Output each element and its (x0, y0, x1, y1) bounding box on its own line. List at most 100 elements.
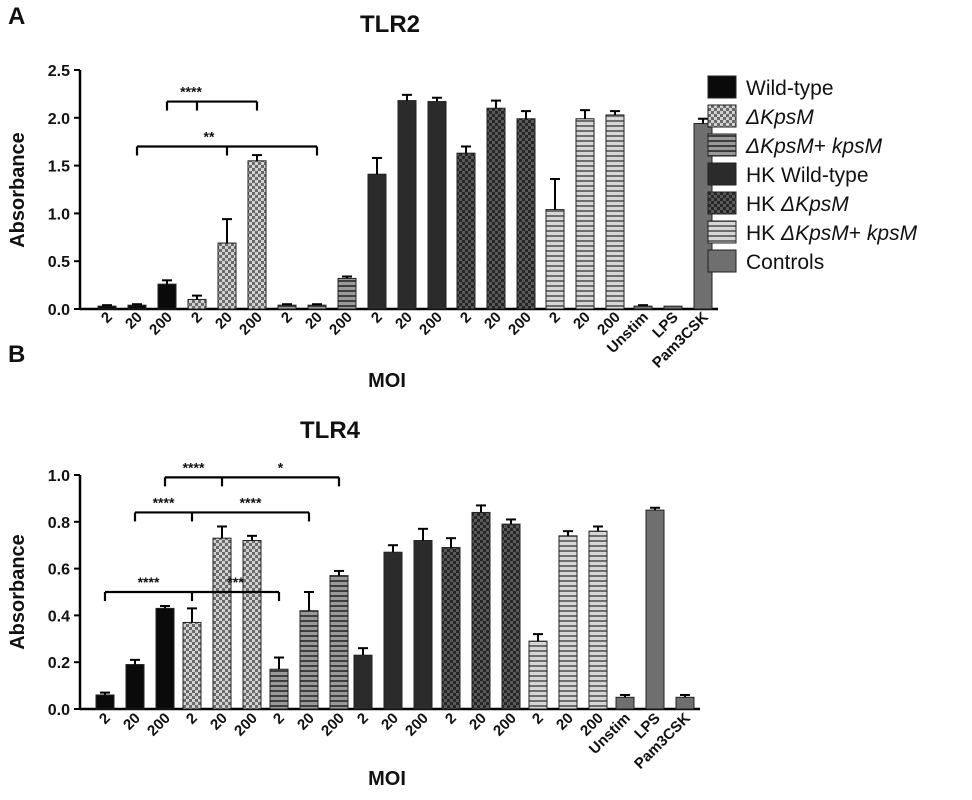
legend-label: ΔKpsM (745, 106, 814, 129)
bar (97, 305, 117, 310)
legend-swatch (707, 191, 737, 215)
bar (299, 610, 319, 710)
significance-label: * (278, 459, 284, 475)
bar (471, 511, 491, 710)
y-tick-label: 1.0 (48, 206, 70, 223)
x-tick-label: 2 (188, 309, 206, 327)
bar (242, 540, 262, 710)
x-tick-label: 2 (270, 710, 288, 728)
bar (545, 209, 565, 310)
bar (329, 575, 349, 710)
y-tick-label: 1.5 (48, 159, 70, 176)
legend-swatch (707, 133, 737, 157)
x-tick-label: 20 (294, 710, 318, 734)
x-tick-label: 20 (466, 710, 490, 734)
significance-label: **** (183, 459, 205, 475)
bar (558, 535, 578, 710)
chart-b-plot: 0.00.20.40.60.81.02 20 200 2 20 200 2 20 200 2 20 2… (48, 459, 700, 773)
x-tick-label: 20 (392, 309, 416, 333)
significance-label: ** (204, 128, 215, 144)
x-tick-label: 200 (326, 309, 356, 339)
significance-label: **** (240, 494, 262, 510)
bar (269, 668, 289, 710)
bar (353, 654, 373, 710)
x-tick-label: 20 (122, 309, 146, 333)
legend-label: HK Wild-type (746, 164, 869, 187)
legend-swatch (707, 220, 737, 244)
bar (383, 551, 403, 710)
legend-swatch (707, 104, 737, 128)
x-tick-label: 2 (98, 309, 116, 327)
bar (217, 242, 237, 310)
significance-label: **** (180, 84, 202, 100)
significance-label: **** (153, 494, 175, 510)
x-tick-label: 2 (442, 710, 460, 728)
x-tick-label: 20 (378, 710, 402, 734)
y-tick-label: 2.5 (48, 63, 70, 80)
x-tick-label: 200 (318, 710, 348, 740)
legend-label: Wild-type (746, 77, 834, 100)
y-tick-label: 0.4 (48, 608, 70, 625)
x-tick-label: 20 (570, 309, 594, 333)
x-tick-label: 2 (546, 309, 564, 327)
legend: Wild-type ΔKpsM ΔKpsM+ kpsM HK Wild-type HK … (707, 75, 918, 274)
chart-a-title: TLR2 (360, 11, 420, 38)
bar (413, 540, 433, 710)
bar (427, 101, 447, 310)
y-tick-label: 0.0 (48, 302, 70, 319)
bar (155, 607, 175, 710)
bar (277, 304, 297, 310)
bar (588, 530, 608, 710)
bar (337, 277, 357, 310)
y-tick-label: 2.0 (48, 111, 70, 128)
panel-a-letter: A (8, 3, 25, 30)
x-tick-label: 200 (231, 710, 261, 740)
bar (307, 304, 327, 310)
x-tick-label: 20 (553, 710, 577, 734)
x-tick-label: 2 (368, 309, 386, 327)
bar (441, 547, 461, 710)
chart-b-xlabel: MOI (368, 768, 406, 790)
panel-b-letter: B (8, 341, 25, 368)
bar (501, 523, 521, 710)
x-tick-label: 200 (146, 309, 176, 339)
bar (125, 664, 145, 710)
y-tick-label: 0.2 (48, 655, 70, 672)
x-tick-label: 200 (236, 309, 266, 339)
bar (456, 152, 476, 310)
x-tick-label: 2 (278, 309, 296, 327)
x-tick-label: 200 (416, 309, 446, 339)
x-tick-label: 20 (212, 309, 236, 333)
x-tick-label: 2 (529, 710, 547, 728)
x-tick-label: 2 (96, 710, 114, 728)
significance-label: *** (227, 574, 244, 590)
chart-a-plot: 0.00.51.01.52.02.52 20 200 2 20 200 2 20 200 2 20 2… (48, 63, 718, 372)
bar (605, 114, 625, 310)
bar (675, 696, 695, 710)
legend-swatch (707, 249, 737, 273)
bar (528, 640, 548, 710)
x-tick-label: 2 (457, 309, 475, 327)
bar (516, 118, 536, 310)
bar (367, 173, 387, 310)
bar (615, 696, 635, 710)
x-tick-label: 2 (183, 710, 201, 728)
bar (95, 694, 115, 710)
chart-a-xlabel: MOI (368, 370, 406, 392)
x-tick-label: 20 (120, 710, 144, 734)
legend-label: HK ΔKpsM+ kpsM (746, 222, 918, 245)
bar (182, 621, 202, 710)
chart-b-ylabel: Absorbance (7, 534, 29, 650)
y-tick-label: 0.5 (48, 254, 70, 271)
x-tick-label: 20 (481, 309, 505, 333)
y-tick-label: 0.0 (48, 702, 70, 719)
significance-label: **** (138, 574, 160, 590)
x-tick-label: 200 (490, 710, 520, 740)
y-tick-label: 1.0 (48, 468, 70, 485)
x-tick-label: 2 (354, 710, 372, 728)
bar (663, 305, 683, 310)
legend-swatch (707, 75, 737, 99)
bar (212, 537, 232, 710)
legend-label: HK ΔKpsM (746, 193, 849, 216)
